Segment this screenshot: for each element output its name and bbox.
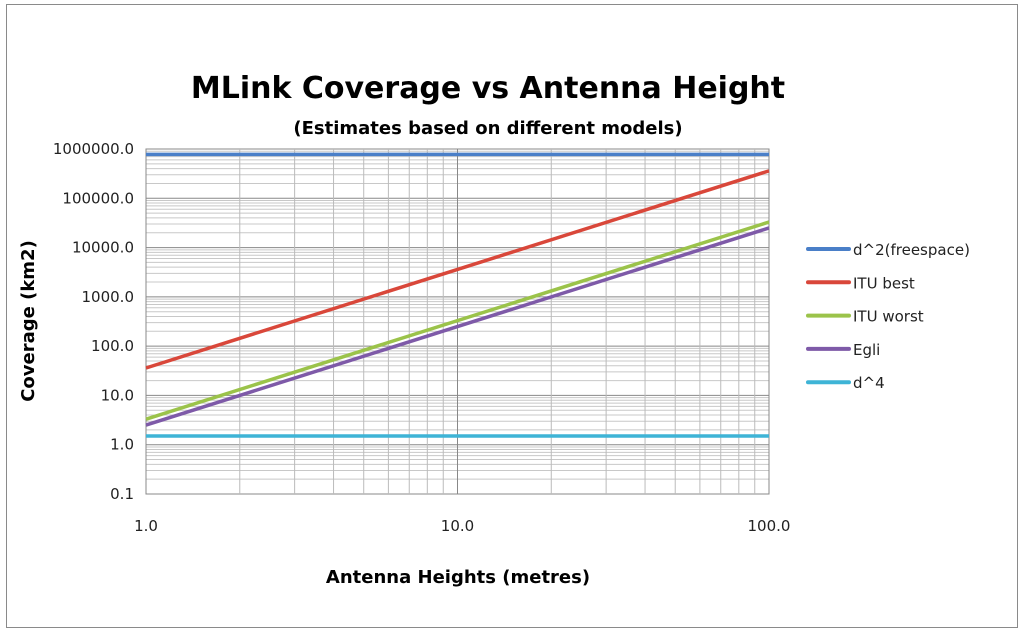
- y-axis-label: Coverage (km2): [18, 240, 39, 402]
- x-tick-label: 10.0: [441, 517, 474, 535]
- series-line: [145, 169, 770, 370]
- y-tick-label: 1.0: [110, 436, 134, 454]
- legend-label: ITU best: [853, 274, 915, 292]
- x-axis-ticks: 1.0 10.0 100.0: [134, 517, 790, 535]
- chart-frame: [6, 4, 1018, 628]
- chart-title: MLink Coverage vs Antenna Height: [191, 71, 785, 106]
- series-lines: [145, 152, 770, 438]
- x-axis-label: Antenna Heights (metres): [326, 567, 590, 588]
- y-tick-label: 1000000.0: [53, 140, 134, 158]
- legend-label: ITU worst: [853, 308, 924, 326]
- x-tick-label: 100.0: [748, 517, 791, 535]
- y-tick-label: 10.0: [101, 386, 134, 404]
- chart-subtitle: (Estimates based on different models): [293, 118, 682, 139]
- x-tick-label: 1.0: [134, 517, 158, 535]
- y-tick-label: 0.1: [110, 485, 134, 503]
- legend-label: Egli: [853, 341, 880, 359]
- y-axis-ticks: 0.1 1.0 10.0 100.0 1000.0 10000.0 100000.0 1000…: [53, 140, 134, 503]
- legend-label: d^4: [853, 374, 885, 392]
- legend: d^2(freespace) ITU best ITU worst Egli d^4: [806, 241, 970, 392]
- series-line: [145, 220, 770, 421]
- y-tick-label: 100000.0: [62, 189, 134, 207]
- y-tick-label: 100.0: [91, 337, 134, 355]
- legend-label: d^2(freespace): [853, 241, 970, 259]
- series-line: [145, 226, 770, 427]
- y-tick-label: 1000.0: [82, 288, 135, 306]
- y-tick-label: 10000.0: [72, 239, 134, 257]
